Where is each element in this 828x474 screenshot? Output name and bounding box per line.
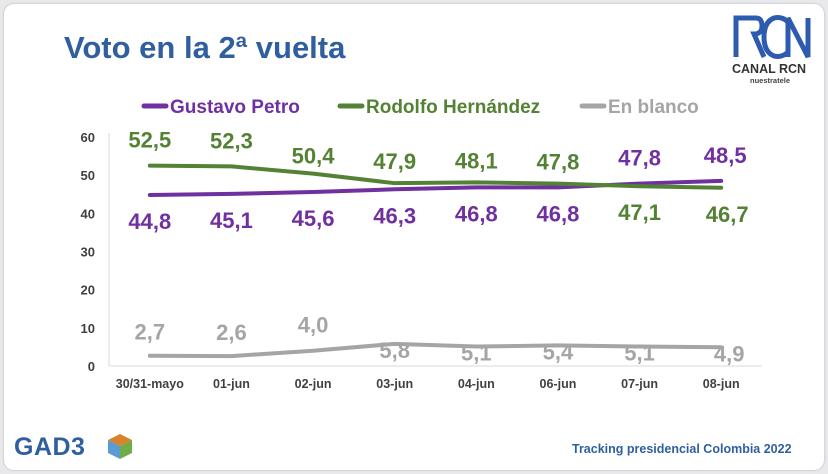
data-label: 47,9 <box>373 149 416 174</box>
data-label: 46,7 <box>706 202 749 227</box>
y-tick-label: 20 <box>81 283 95 298</box>
data-label: 46,8 <box>455 201 498 226</box>
data-label: 5,1 <box>624 341 655 366</box>
y-tick-label: 50 <box>81 168 95 183</box>
data-label: 47,1 <box>618 200 661 225</box>
chart-title: Voto en la 2ª vuelta <box>64 30 346 65</box>
x-tick-label: 02-jun <box>295 377 332 391</box>
slide-card: Voto en la 2ª vuelta 0 10 20 30 40 50 60 30/31-… <box>4 4 824 470</box>
data-label: 2,7 <box>135 320 166 345</box>
data-label: 46,8 <box>537 201 580 226</box>
y-tick-label: 60 <box>81 130 95 145</box>
y-tick-label: 10 <box>81 321 95 336</box>
y-tick-label: 40 <box>81 206 95 221</box>
data-label: 45,1 <box>210 208 253 233</box>
legend-label: En blanco <box>608 97 699 118</box>
data-label: 47,8 <box>618 146 661 171</box>
legend-label: Rodolfo Hernández <box>366 97 540 118</box>
x-tick-label: 04-jun <box>458 377 495 391</box>
x-tick-label: 08-jun <box>703 377 740 391</box>
data-label: 48,1 <box>455 148 498 173</box>
data-label: 4,9 <box>714 341 745 366</box>
line-chart: 0 10 20 30 40 50 60 30/31-mayo 01-jun 02-jun 03-ju… <box>81 97 762 391</box>
data-label: 2,6 <box>216 320 247 345</box>
data-label: 48,5 <box>704 143 747 168</box>
data-label: 4,0 <box>298 313 329 338</box>
data-label: 47,8 <box>537 150 580 175</box>
data-label: 5,4 <box>543 339 574 364</box>
x-tick-label: 01-jun <box>213 377 250 391</box>
gad3-cube-icon <box>108 434 132 459</box>
y-tick-label: 0 <box>88 359 95 374</box>
rcn-logo-slogan: nuestratele <box>750 76 791 85</box>
rcn-mark-icon <box>732 15 812 59</box>
gad3-logo-name: GAD3 <box>14 433 86 461</box>
canal-rcn-logo: CANAL RCN nuestratele <box>726 12 818 92</box>
data-label: 46,3 <box>373 203 416 228</box>
series-line <box>147 341 724 359</box>
rcn-logo-name: CANAL RCN <box>732 62 807 76</box>
x-tick-label: 03-jun <box>376 377 413 391</box>
y-tick-label: 30 <box>81 245 95 260</box>
series-line <box>147 163 724 190</box>
data-label: 52,3 <box>210 128 253 153</box>
legend-label: Gustavo Petro <box>170 97 300 118</box>
x-tick-label: 06-jun <box>540 377 577 391</box>
data-label: 50,4 <box>292 144 336 169</box>
x-tick-label: 30/31-mayo <box>116 377 184 391</box>
data-label: 45,6 <box>292 206 335 231</box>
data-label: 44,8 <box>128 209 171 234</box>
x-tick-label: 07-jun <box>621 377 658 391</box>
gad3-logo: GAD3 <box>10 428 140 464</box>
data-label: 52,5 <box>128 128 171 153</box>
footer-caption: Tracking presidencial Colombia 2022 <box>572 442 792 456</box>
data-label: 5,8 <box>379 338 410 363</box>
data-label: 5,1 <box>461 341 492 366</box>
